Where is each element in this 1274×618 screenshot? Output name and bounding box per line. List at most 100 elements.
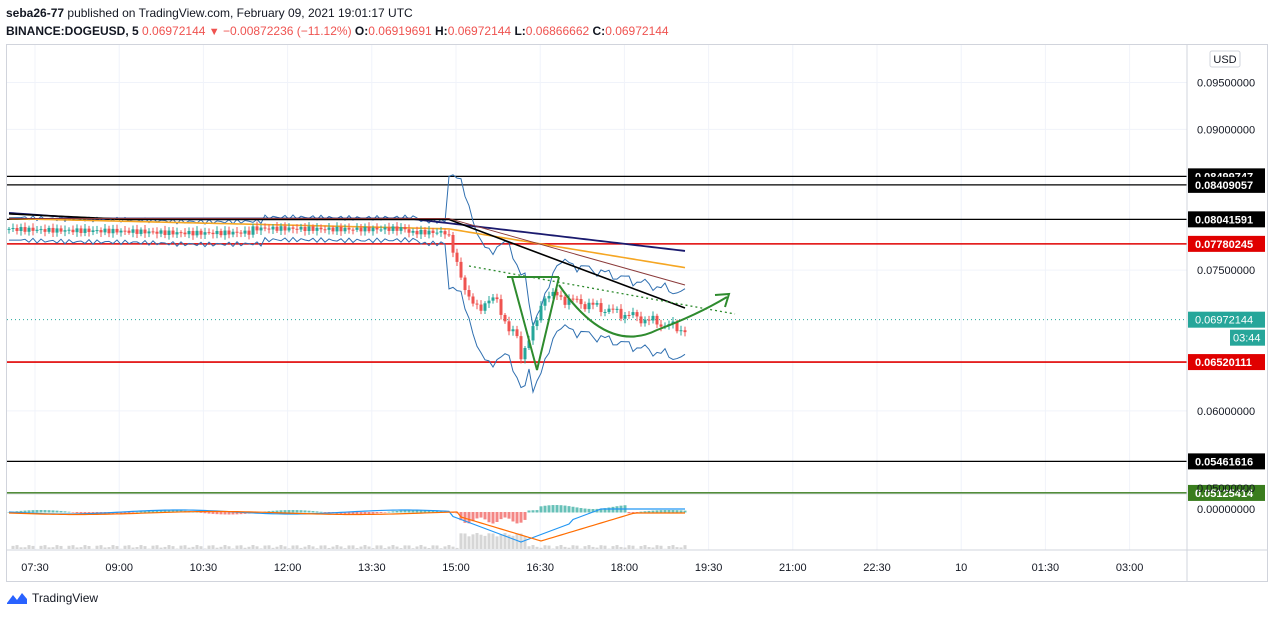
price-chart[interactable]: USD 0.09500000 0.09000000 0.07500000 0.06000… [7, 45, 1267, 581]
volume-bar [335, 545, 339, 549]
y-tick-label: 0.09000000 [1197, 124, 1255, 136]
volume-bar [295, 545, 299, 549]
macd-top-tick: 0.05000000 [1197, 483, 1255, 495]
candle-body [47, 227, 51, 232]
macd-bar [491, 512, 495, 524]
candle-body [655, 315, 659, 325]
publisher[interactable]: seba26-77 [6, 6, 65, 20]
volume-bar [483, 535, 487, 549]
macd-bar [171, 510, 175, 513]
volume-bar [219, 546, 223, 549]
volume-bar [283, 546, 287, 549]
macd-bar [411, 510, 415, 513]
volume-bar [47, 547, 51, 549]
macd-bar [463, 512, 467, 523]
candle-body [323, 229, 327, 231]
volume-bar [107, 547, 111, 549]
candle-body [403, 227, 407, 230]
macd-bar [639, 511, 643, 513]
volume-bar [615, 545, 619, 549]
candle-body [235, 231, 239, 233]
chart-header: seba26-77 published on TradingView.com, … [6, 4, 669, 41]
macd-bar [551, 505, 555, 513]
candle-body [447, 234, 451, 236]
macd-bar [547, 505, 551, 513]
volume-bar [443, 546, 447, 549]
macd-bar [155, 510, 159, 513]
macd-bar [31, 510, 35, 513]
macd-bar [631, 512, 635, 513]
tradingview-logo-icon[interactable] [6, 590, 28, 606]
candle-body [455, 252, 459, 262]
candle-body [547, 296, 551, 299]
macd-bar [23, 510, 27, 513]
candle-body [347, 227, 351, 230]
candle-body [395, 226, 399, 231]
volume-bar [563, 546, 567, 549]
macd-bar [39, 510, 43, 513]
candle-body [55, 228, 59, 233]
macd-bar [667, 510, 671, 513]
x-tick-label: 13:30 [358, 562, 386, 574]
macd-bar [319, 511, 323, 513]
macd-bar [395, 510, 399, 513]
chart-area[interactable]: USD 0.09500000 0.09000000 0.07500000 0.06000… [6, 44, 1268, 582]
volume-bar [163, 546, 167, 549]
candle-body [471, 296, 475, 304]
bollinger-bands [9, 174, 686, 395]
candle-body [171, 230, 175, 235]
level-label: 0.05125414 [1195, 488, 1254, 500]
candle-body [331, 227, 335, 232]
volume-bar [627, 545, 631, 549]
volume-bar [451, 546, 455, 549]
candle-body [535, 320, 539, 327]
candle-body [423, 229, 427, 235]
macd-bar [523, 512, 527, 520]
symbol-label[interactable]: BINANCE:DOGEUSD, 5 [6, 24, 139, 38]
candle-body [107, 228, 111, 234]
volume-bar [671, 545, 675, 549]
level-label-box [1188, 235, 1265, 252]
volume-bar [167, 545, 171, 549]
candle-body [87, 228, 91, 232]
macd-bar [75, 512, 79, 514]
level-label-box [1188, 453, 1265, 470]
macd-bar [207, 512, 211, 514]
volume-bar [331, 546, 335, 549]
volume-bar [403, 545, 407, 549]
volume-bar [367, 546, 371, 549]
candle-body [567, 298, 571, 305]
macd-bar [351, 512, 355, 515]
volume-bar [31, 545, 35, 549]
volume-bar [507, 534, 511, 549]
volume-bar [123, 545, 127, 549]
footer: TradingView [6, 590, 98, 606]
volume-bar [619, 546, 623, 549]
x-tick-label: 22:30 [863, 562, 891, 574]
volume-bar [23, 547, 27, 549]
volume-bar [27, 545, 31, 549]
candle-body [59, 228, 63, 232]
macd-bar [427, 510, 431, 513]
macd-bar [203, 512, 207, 514]
macd-bar [223, 512, 227, 515]
x-tick-label: 03:00 [1116, 562, 1144, 574]
candle-body [215, 230, 219, 235]
brand-name[interactable]: TradingView [32, 591, 99, 605]
x-tick-label: 07:30 [21, 562, 49, 574]
candle-body [679, 330, 683, 332]
macd-bar [63, 511, 67, 513]
macd-bar [215, 512, 219, 515]
level-label: 0.08041591 [1195, 214, 1253, 226]
grid [7, 45, 1187, 550]
candle-body [475, 303, 479, 305]
candle-body [295, 228, 299, 230]
macd-bar [567, 506, 571, 513]
candle-body [251, 226, 255, 235]
volume-bar [495, 536, 499, 549]
candle-body [591, 302, 595, 305]
macd-bar [583, 508, 587, 513]
level-label-box [1188, 176, 1265, 193]
macd-bar [163, 510, 167, 513]
candle-body [51, 227, 55, 233]
